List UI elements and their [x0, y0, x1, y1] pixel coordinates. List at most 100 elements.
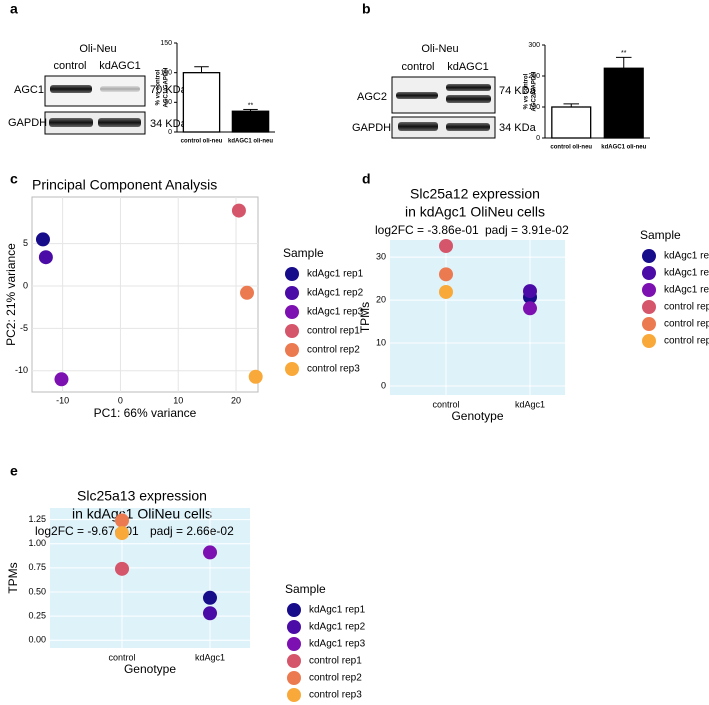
blot-band — [100, 86, 140, 92]
plot-background — [50, 508, 250, 648]
plot-background — [390, 240, 565, 395]
legend-label: kdAgc1 rep3 — [309, 639, 366, 650]
legend-swatch — [642, 317, 656, 331]
legend-swatch — [287, 671, 301, 685]
point — [439, 267, 453, 282]
y-tick-label: 0.75 — [28, 562, 46, 572]
y-tick-label: 0.00 — [28, 635, 46, 645]
size-label: 34 KDa — [150, 118, 188, 130]
y-tick-label: 0 — [23, 280, 28, 290]
point — [203, 590, 217, 605]
blot-band — [446, 84, 491, 91]
bar — [551, 106, 592, 139]
legend-label: kdAgc1 rep1 — [309, 605, 366, 616]
point — [38, 250, 53, 265]
y-tick-label: 30 — [376, 252, 386, 262]
y-tick-label: 50 — [164, 99, 172, 106]
legend-label: control rep3 — [307, 364, 360, 375]
y-tick-label: 0 — [381, 380, 386, 390]
x-axis-label: PC1: 66% variance — [94, 406, 197, 420]
chart-subtitle: padj = 3.91e-02 — [485, 223, 569, 237]
blot-band — [98, 118, 141, 127]
legend-label: control rep1 — [309, 656, 362, 667]
legend-label: control rep1 — [664, 302, 709, 313]
legend-swatch — [642, 266, 656, 280]
chart-subtitle: padj = 2.66e-02 — [150, 524, 234, 538]
blot-title: Oli-Neu — [421, 43, 458, 55]
point — [523, 284, 537, 299]
chart-title: Slc25a12 expression — [410, 186, 540, 202]
chart-title: Principal Component Analysis — [32, 177, 217, 193]
legend-label: kdAgc1 rep1 — [307, 269, 364, 280]
x-axis-label: Genotype — [124, 662, 176, 676]
y-tick-label: 5 — [23, 238, 28, 248]
legend-label: control rep2 — [307, 345, 360, 356]
x-tick-label: control — [432, 399, 459, 409]
x-tick-label: control oli-neu — [181, 139, 223, 145]
y-tick-label: -10 — [15, 365, 28, 375]
legend-label: kdAgc1 rep2 — [309, 622, 366, 633]
size-label: 34 KDa — [499, 122, 537, 134]
legend-swatch — [642, 249, 656, 263]
legend-swatch — [285, 343, 299, 357]
panel-label: c — [10, 171, 18, 187]
bar — [182, 72, 221, 133]
legend-swatch — [285, 362, 299, 376]
x-axis-label: Genotype — [451, 409, 503, 423]
x-tick-label: kdAgc1 — [515, 399, 545, 409]
point — [35, 232, 50, 247]
legend-label: control rep2 — [309, 673, 362, 684]
blot-box — [44, 111, 146, 135]
point — [439, 239, 453, 254]
y-axis-label: TPMs — [358, 302, 372, 333]
panel-label: a — [10, 1, 18, 17]
blot-band — [446, 95, 491, 103]
x-tick-label: 20 — [231, 395, 241, 405]
y-axis-label: AGC2/GAPDH — [532, 71, 538, 111]
blot-title: Oli-Neu — [79, 43, 116, 55]
legend-swatch — [287, 637, 301, 651]
y-tick-label: -5 — [20, 323, 28, 333]
blot-band — [446, 123, 490, 131]
significance-label: ** — [248, 102, 254, 109]
y-tick-label: 0.50 — [28, 586, 46, 596]
legend-label: control rep3 — [309, 690, 362, 701]
y-axis-label: TPMs — [6, 562, 20, 593]
panel-label: d — [362, 171, 371, 187]
point — [115, 526, 129, 541]
lane-label: control — [401, 61, 434, 73]
legend-title: Sample — [640, 228, 681, 242]
x-tick-label: control oli-neu — [550, 145, 592, 151]
blot-band — [50, 85, 92, 93]
legend-swatch — [642, 334, 656, 348]
chart-title: Slc25a13 expression — [77, 488, 207, 504]
blot-band — [49, 118, 93, 127]
legend-title: Sample — [285, 582, 326, 596]
y-axis-label: PC2: 21% variance — [4, 243, 18, 346]
y-tick-label: 10 — [376, 337, 386, 347]
x-tick-label: 10 — [173, 395, 183, 405]
point — [54, 372, 69, 387]
point — [203, 545, 217, 560]
protein-label: GAPDH — [352, 122, 391, 134]
panel-label: b — [362, 1, 371, 17]
y-tick-label: 150 — [160, 40, 172, 47]
x-tick-label: 0 — [118, 395, 123, 405]
legend-swatch — [285, 267, 299, 281]
x-tick-label: kdAGC1 oli-neu — [228, 139, 273, 145]
y-tick-label: 1.25 — [28, 514, 46, 524]
legend-swatch — [287, 620, 301, 634]
y-tick-label: 20 — [376, 294, 386, 304]
blot-band — [396, 92, 438, 99]
point — [248, 369, 263, 384]
point — [115, 561, 129, 576]
y-tick-label: 0.25 — [28, 611, 46, 621]
y-tick-label: 100 — [160, 70, 172, 77]
bar — [603, 67, 644, 139]
point — [231, 203, 246, 218]
lane-label: control — [53, 60, 86, 72]
legend-title: Sample — [283, 246, 324, 260]
legend-label: control rep1 — [307, 326, 360, 337]
legend-label: kdAgc1 rep2 — [307, 288, 364, 299]
